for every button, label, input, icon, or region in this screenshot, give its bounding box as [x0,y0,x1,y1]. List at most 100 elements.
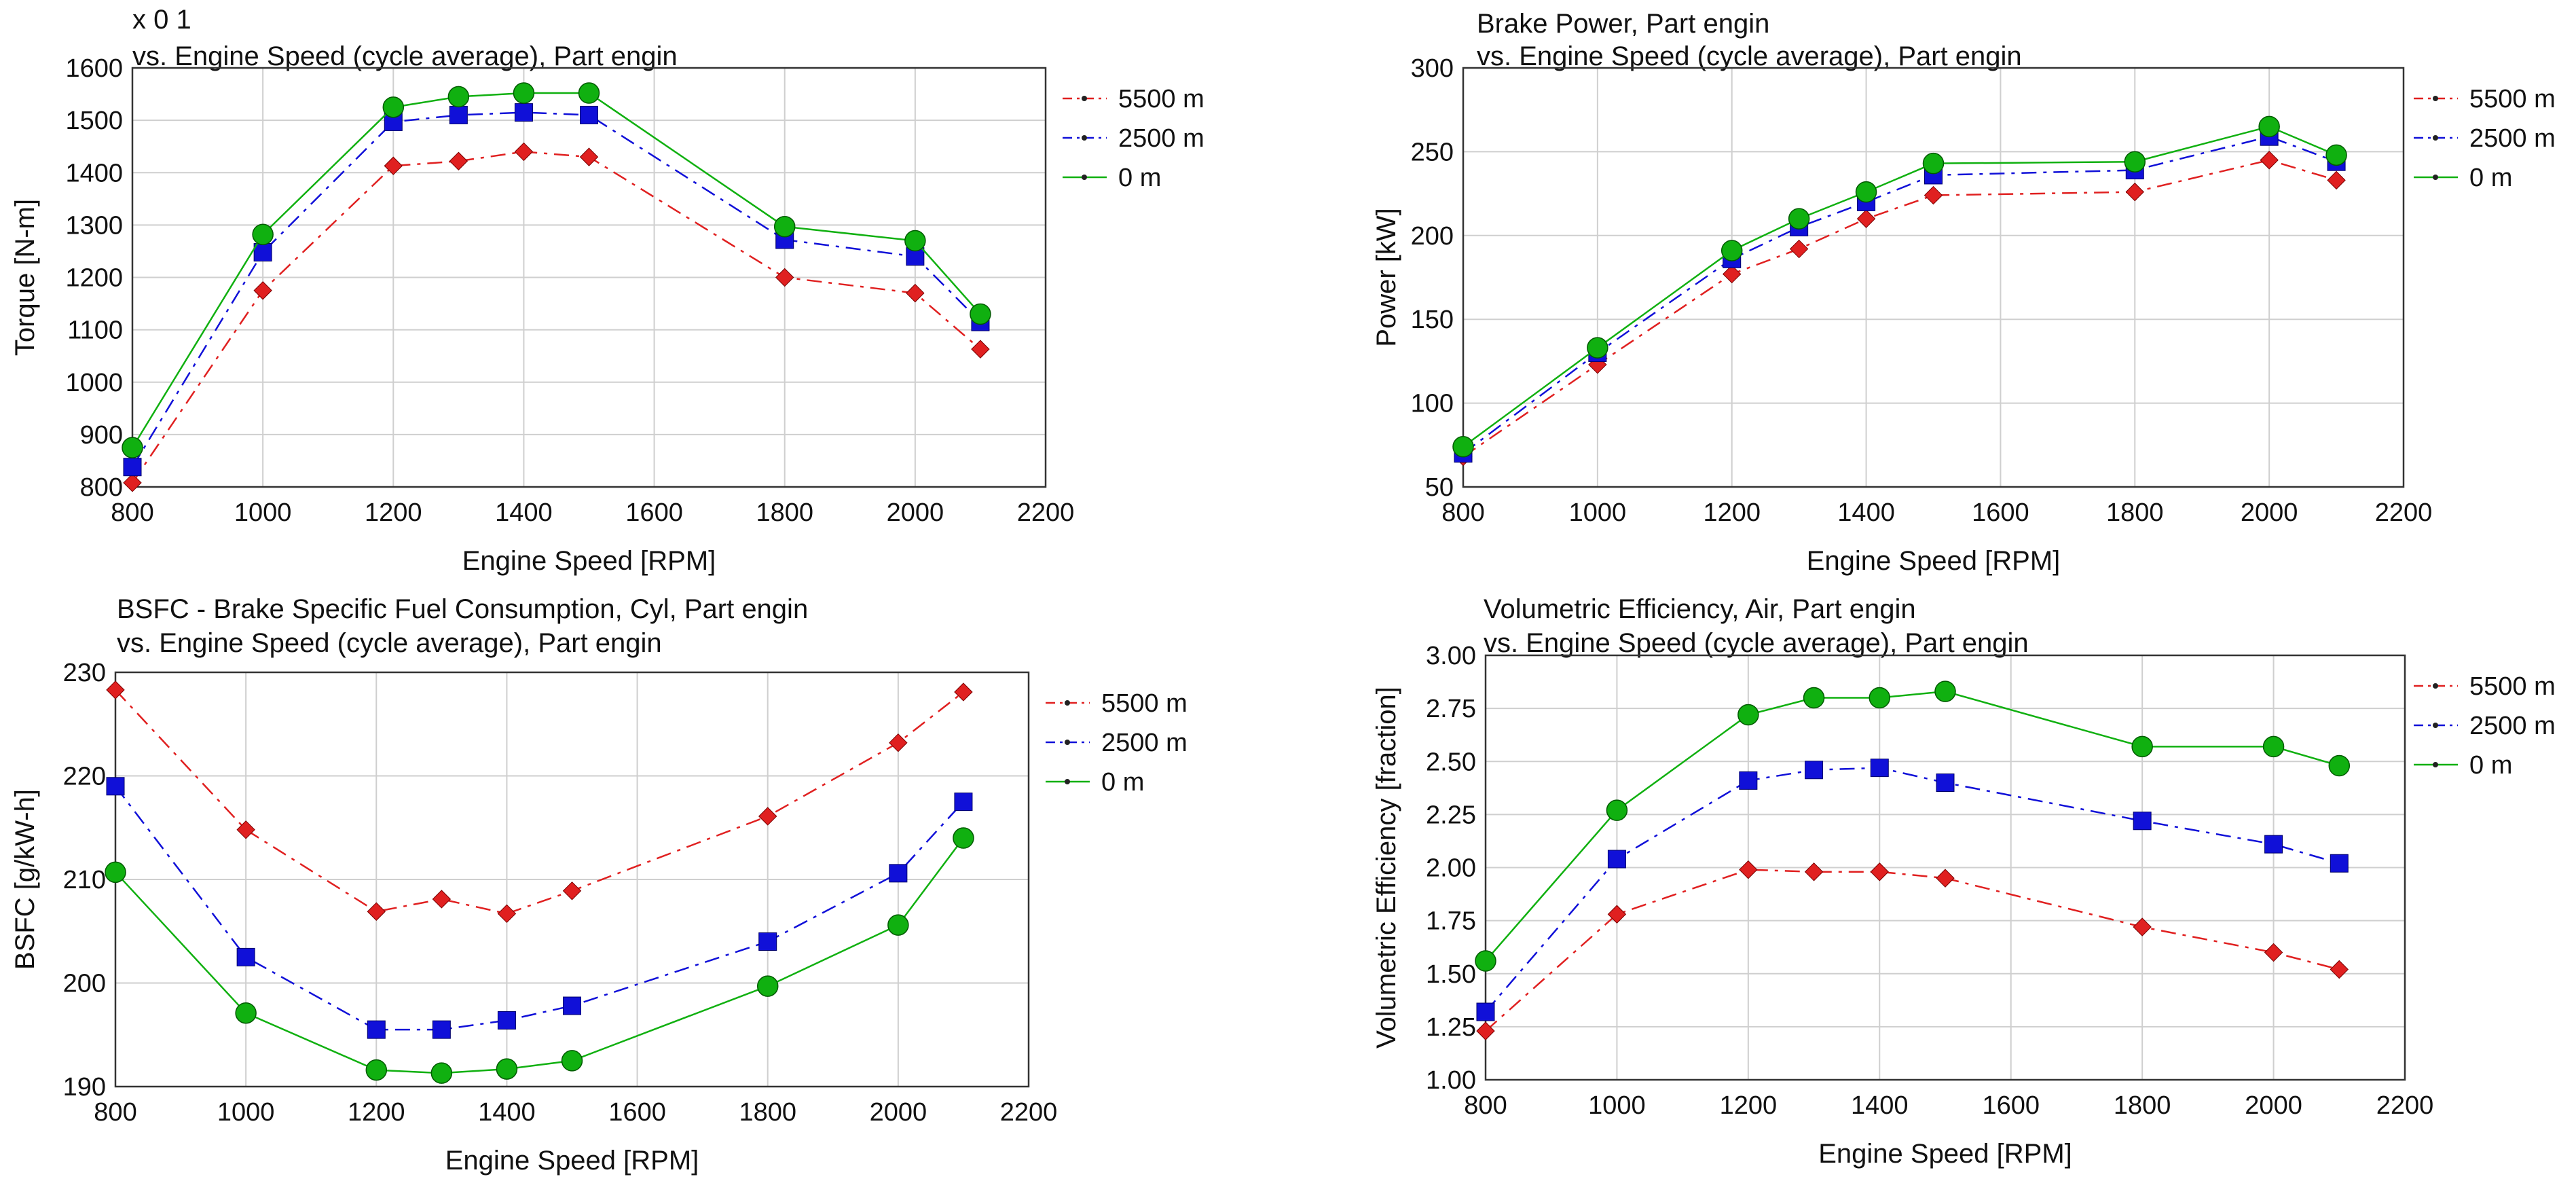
legend-item-2500-m: 2500 m [1063,124,1204,153]
y-tick-label: 1500 [65,107,123,135]
legend-item-0-m: 0 m [1063,164,1161,192]
series-line [115,785,964,1031]
data-point [2327,170,2346,190]
legend-swatch-marker [1082,175,1087,180]
data-point [2262,735,2285,758]
x-tick-label: 2000 [2245,1091,2302,1120]
data-point [578,82,600,104]
legend-item-5500-m: 5500 m [2414,672,2556,701]
data-point [253,242,272,261]
x-axis-label: Engine Speed [RPM] [1818,1139,2072,1169]
data-point [1803,687,1825,709]
x-tick-label: 1600 [608,1098,666,1127]
legend-item-2500-m: 2500 m [2414,712,2556,740]
data-point [2258,115,2280,138]
data-point [2330,960,2349,979]
data-point [449,151,468,170]
data-point [496,1058,518,1080]
legend-swatch-marker [2433,683,2438,689]
y-tick-label: 1.75 [1426,907,1476,936]
data-point [773,215,796,238]
data-point [2330,854,2349,873]
x-axis-label: Engine Speed [RPM] [445,1146,699,1176]
legend-swatch-marker [1065,779,1070,784]
data-point [432,890,452,909]
data-point [106,680,125,699]
data-point [1922,152,1945,175]
data-point [2325,144,2347,166]
data-point [1476,1002,1495,1021]
data-point [1870,759,1889,778]
data-point [123,473,142,492]
y-tick-label: 3.00 [1426,642,1476,670]
x-tick-label: 2200 [1000,1098,1058,1127]
y-tick-label: 230 [63,659,106,687]
chart-3: BSFC - Brake Specific Fuel Consumption, … [10,594,1188,1176]
x-tick-label: 1800 [739,1098,796,1127]
y-tick-label: 900 [80,421,123,450]
legend-label: 5500 m [1101,689,1188,718]
x-tick-label: 2000 [870,1098,927,1127]
data-point [1587,337,1608,359]
legend-item-0-m: 0 m [1046,768,1144,797]
x-tick-label: 1200 [1703,498,1761,527]
y-tick-label: 250 [1411,138,1454,166]
x-tick-label: 1600 [1972,498,2029,527]
series-line [1485,869,2340,1032]
y-tick-label: 190 [63,1073,106,1102]
legend-swatch-marker [2433,762,2438,767]
chart-subtitle: vs. Engine Speed (cycle average), Part e… [132,41,678,71]
y-tick-label: 1400 [65,159,123,187]
data-point [447,86,470,108]
legend-label: 2500 m [1101,729,1188,757]
data-point [513,82,535,104]
x-tick-label: 1000 [234,498,292,527]
legend-label: 0 m [1101,768,1144,797]
x-tick-label: 1800 [2114,1091,2171,1120]
chart-1: x 0 1 vs. Engine Speed (cycle average), P… [10,5,1204,576]
data-point [1739,771,1758,790]
data-point [384,156,403,175]
x-tick-label: 2000 [2241,498,2298,527]
data-point [1924,185,1943,205]
legend: 5500 m 2500 m 0 m [1046,689,1188,797]
x-tick-label: 1400 [478,1098,536,1127]
series-0-m [105,827,974,1084]
data-point [2133,917,2152,937]
data-point [2328,754,2351,777]
legend-label: 5500 m [2469,85,2556,113]
data-point [122,437,143,458]
series-line [1462,159,2337,458]
data-point [1856,209,1876,228]
data-point [367,902,386,921]
data-point [954,793,973,812]
data-point [2133,812,2152,831]
plot-frame [1462,67,2405,488]
x-tick-label: 1600 [1982,1091,2040,1120]
legend-swatch-marker [2433,175,2438,180]
legend-swatch-marker [2433,135,2438,141]
data-point [756,975,779,997]
data-point [1475,950,1496,972]
legend-item-0-m: 0 m [2414,164,2512,192]
data-point [561,1050,583,1072]
data-point [382,96,405,118]
data-point [1739,860,1758,879]
data-point [1476,1021,1495,1040]
data-point [970,303,991,325]
data-point [2124,151,2146,172]
x-tick-label: 1200 [365,498,422,527]
x-tick-label: 800 [1441,498,1484,527]
series-line [1462,126,2337,448]
chart-subtitle: vs. Engine Speed (cycle average), Part e… [1477,41,2022,71]
y-tick-label: 200 [63,970,106,998]
x-tick-label: 1800 [2106,498,2164,527]
x-tick-label: 800 [94,1098,136,1127]
y-tick-label: 1300 [65,211,123,240]
data-point [2131,735,2153,758]
x-axis-label: Engine Speed [RPM] [1807,546,2061,576]
legend-item-5500-m: 5500 m [1063,85,1204,113]
chart-subtitle: vs. Engine Speed (cycle average), Part e… [1484,628,2029,658]
